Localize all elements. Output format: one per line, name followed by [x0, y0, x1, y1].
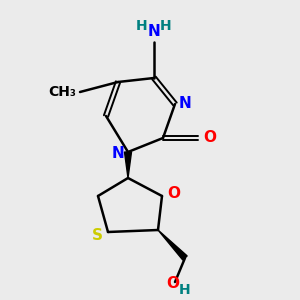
Text: N: N — [179, 97, 192, 112]
Text: O: O — [167, 187, 180, 202]
Text: CH₃: CH₃ — [48, 85, 76, 99]
Text: H: H — [179, 283, 191, 297]
Polygon shape — [124, 152, 131, 178]
Text: H: H — [136, 19, 148, 33]
Text: S: S — [92, 227, 103, 242]
Text: H: H — [160, 19, 172, 33]
Text: N: N — [111, 146, 124, 161]
Text: N: N — [148, 25, 160, 40]
Text: O: O — [167, 277, 179, 292]
Polygon shape — [158, 230, 187, 260]
Text: O: O — [203, 130, 216, 146]
